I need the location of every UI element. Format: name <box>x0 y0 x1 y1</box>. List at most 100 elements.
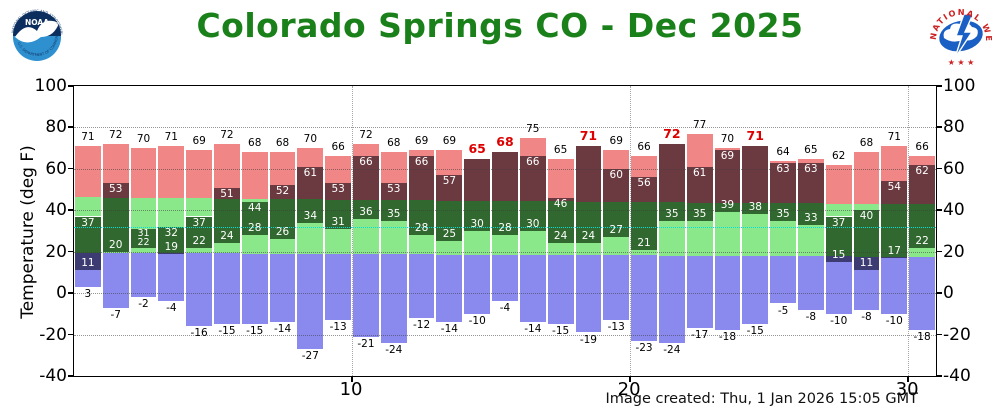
normal-band-day-19 <box>575 243 602 256</box>
normal-band-day-20 <box>603 237 630 256</box>
record-high-band-day-7 <box>241 152 268 199</box>
record-low-label-day-15: -10 <box>468 314 486 327</box>
record-high-band-day-4 <box>158 146 185 199</box>
record-low-band-day-30 <box>881 257 908 314</box>
record-high-band-day-9 <box>297 148 324 167</box>
observed-over-low-day-28 <box>825 256 852 263</box>
observed-low-label-day-12: 35 <box>387 207 401 220</box>
record-high-label-day-25: 71 <box>746 128 764 144</box>
y-tick-left-40 <box>68 209 73 211</box>
record-high-band-day-13 <box>408 150 435 157</box>
record-high-label-day-27: 65 <box>804 143 818 156</box>
freezing-line <box>74 226 936 228</box>
observed-low-label-day-26: 35 <box>776 207 790 220</box>
record-high-label-day-21: 66 <box>637 141 651 154</box>
observed-low-label-day-14: 25 <box>442 228 457 241</box>
observed-over-normal-day-27 <box>797 203 824 225</box>
nws-lightning-icon <box>954 13 975 59</box>
observed-over-normal-day-6 <box>214 198 240 244</box>
observed-over-high-day-20 <box>603 168 630 202</box>
normal-band-day-15 <box>464 231 491 255</box>
normal-band-day-16 <box>492 235 518 255</box>
observed-over-high-day-31 <box>909 164 935 205</box>
record-low-band-day-11 <box>353 254 379 337</box>
record-low-band-day-28 <box>825 262 852 314</box>
record-high-label-day-30: 71 <box>887 131 901 144</box>
observed-low-label-day-9: 34 <box>303 209 318 222</box>
y-tick-right-60 <box>936 167 942 170</box>
observed-low-label-day-29: 11 <box>859 257 874 270</box>
y-tick-right--20 <box>936 333 942 336</box>
observed-high-label-day-10: 53 <box>331 183 345 196</box>
record-high-band-day-29 <box>853 152 880 205</box>
y-tick-left--40 <box>68 375 73 377</box>
observed-over-normal-day-19 <box>575 201 602 244</box>
y-tick-right-40 <box>936 209 942 211</box>
observed-over-high-day-6 <box>214 187 240 199</box>
observed-over-normal-day-2 <box>102 197 129 252</box>
observed-over-normal-day-13 <box>408 200 435 236</box>
record-low-label-day-24: -18 <box>718 331 737 344</box>
observed-over-normal-day-15 <box>464 200 491 231</box>
y-axis-tick-label-left-60: 60 <box>45 158 67 179</box>
observed-over-low-day-30 <box>881 256 908 258</box>
observed-high-label-day-7: 44 <box>248 202 262 214</box>
record-low-band-day-13 <box>408 254 435 318</box>
observed-over-high-day-14 <box>436 175 463 201</box>
record-low-label-day-30: -10 <box>885 314 903 327</box>
noaa-logo-text: NOAA <box>25 18 49 27</box>
record-low-label-day-5: -16 <box>190 327 208 340</box>
normal-band-day-25 <box>742 214 769 257</box>
observed-over-high-day-18 <box>547 197 574 202</box>
record-high-label-day-6: 72 <box>220 129 234 141</box>
record-low-band-day-9 <box>297 253 324 350</box>
y-tick-right--40 <box>936 375 942 377</box>
observed-high-label-day-20: 60 <box>609 168 623 181</box>
y-tick-left-100 <box>68 85 73 87</box>
y-tick-left-80 <box>68 126 73 128</box>
observed-high-label-day-6: 51 <box>220 187 234 200</box>
normal-band-day-10 <box>325 228 352 254</box>
record-low-label-day-13: -12 <box>413 319 431 331</box>
observed-high-label-day-14: 57 <box>442 175 457 188</box>
record-high-band-day-17 <box>519 137 546 157</box>
record-high-band-day-18 <box>547 158 574 198</box>
observed-over-normal-day-14 <box>436 200 463 242</box>
observed-over-low-day-29 <box>853 256 880 271</box>
record-low-label-day-8: -14 <box>273 323 292 336</box>
observed-low-label-day-15: 30 <box>470 218 484 230</box>
record-low-band-day-21 <box>631 255 657 341</box>
record-low-band-day-3 <box>130 252 157 298</box>
y-axis-tick-label-right-40: 40 <box>943 200 965 221</box>
observed-low-label-day-31: 22 <box>915 234 929 247</box>
observed-over-normal-day-10 <box>325 199 352 229</box>
observed-over-high-day-25 <box>742 146 769 204</box>
record-high-band-day-10 <box>325 156 352 184</box>
observed-high-label-day-5: 37 <box>192 216 206 229</box>
record-high-band-day-27 <box>797 158 824 163</box>
y-tick-left-0 <box>68 292 73 294</box>
observed-low-label-day-13: 28 <box>414 222 429 235</box>
record-high-label-day-7: 68 <box>248 137 262 150</box>
observed-over-normal-day-31 <box>909 204 935 248</box>
y-axis-tick-label-left-20: 20 <box>45 241 67 262</box>
plot-area: 71 37 11 3 72 53 20 -7 70 31 22 -2 71 32 19 -4 69 37 22 -16… <box>73 85 937 377</box>
y-tick-left-20 <box>68 250 73 253</box>
record-high-band-day-14 <box>436 150 463 176</box>
record-low-label-day-19: -19 <box>579 333 597 346</box>
observed-over-normal-day-4 <box>158 226 185 254</box>
nws-logo: NATIONAL WEATHER SERVICE ★ ★ ★ <box>928 2 993 67</box>
normal-band-day-12 <box>380 220 407 255</box>
y-tick-right-100 <box>936 85 942 87</box>
observed-low-label-day-17: 30 <box>526 218 540 230</box>
normal-band-day-5 <box>186 247 213 254</box>
observed-over-high-day-13 <box>408 156 435 201</box>
record-low-label-day-1: 3 <box>84 287 92 300</box>
record-high-label-day-26: 64 <box>776 145 790 158</box>
record-low-label-day-11: -21 <box>357 337 375 350</box>
record-low-band-day-24 <box>714 255 741 331</box>
record-low-label-day-12: -24 <box>385 343 403 356</box>
record-low-band-day-18 <box>547 255 574 325</box>
record-low-band-day-22 <box>658 255 685 343</box>
observed-high-label-day-21: 56 <box>637 177 651 190</box>
